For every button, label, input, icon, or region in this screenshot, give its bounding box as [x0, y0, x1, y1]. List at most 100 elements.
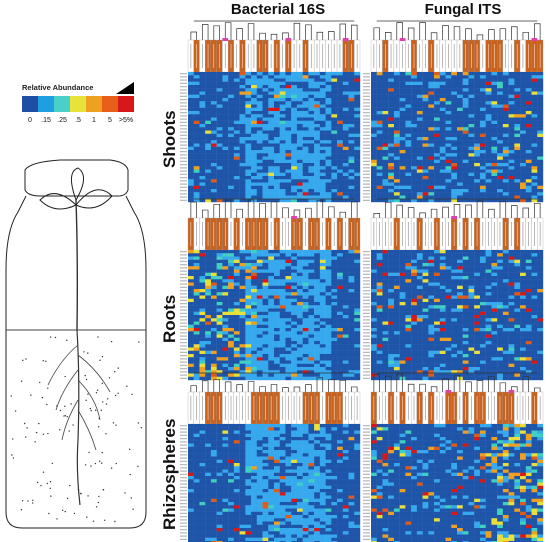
heatmap-cell: [296, 137, 303, 141]
heatmap-cell: [354, 127, 361, 131]
heatmap-cell: [251, 289, 257, 293]
heatmap-cell: [337, 111, 343, 115]
heatmap-cell: [268, 156, 275, 160]
heatmap-cell: [485, 88, 492, 92]
heatmap-cell: [445, 104, 452, 108]
heatmap-cell: [537, 253, 544, 257]
heatmap-cell: [193, 166, 200, 170]
heatmap-cell: [485, 259, 492, 264]
heatmap-cell: [251, 98, 257, 102]
heatmap-cell: [233, 308, 240, 312]
heatmap-cell: [188, 107, 194, 112]
heatmap-cell: [337, 127, 343, 131]
heatmap-cell: [256, 153, 263, 157]
heatmap-cell: [291, 140, 298, 144]
heatmap-cell: [520, 259, 526, 264]
heatmap-cell: [233, 176, 240, 180]
heatmap-cell: [337, 376, 343, 381]
heatmap-cell: [399, 321, 406, 325]
heatmap-cell: [251, 195, 257, 199]
heatmap-cell: [337, 318, 343, 322]
heatmap-cell: [222, 331, 229, 335]
heatmap-cell: [445, 302, 452, 306]
heatmap-cell: [354, 259, 361, 264]
heatmap-cell: [331, 198, 338, 203]
heatmap-cell: [428, 318, 435, 322]
heatmap-cell: [525, 269, 532, 273]
heatmap-cell: [239, 266, 246, 270]
heatmap-cell: [479, 182, 486, 186]
heatmap-cell: [325, 176, 332, 180]
heatmap-cell: [337, 163, 343, 167]
heatmap-cell: [205, 169, 212, 173]
heatmap-cell: [308, 94, 315, 99]
heatmap-cell: [199, 324, 206, 329]
heatmap-cell: [491, 308, 498, 312]
heatmap-cell: [331, 308, 338, 312]
heatmap-cell: [416, 176, 423, 180]
legend-wedge: [116, 82, 134, 94]
heatmap-cell: [520, 114, 526, 118]
heatmap-cell: [199, 85, 206, 89]
heatmap-cell: [502, 282, 509, 286]
heatmap-cell: [405, 133, 412, 138]
heatmap-cell: [371, 137, 377, 141]
heatmap-cell: [319, 182, 326, 186]
heatmap-cell: [451, 198, 458, 203]
heatmap-cell: [457, 72, 463, 76]
heatmap-cell: [302, 114, 309, 118]
heatmap-cell: [462, 159, 469, 164]
heatmap-cell: [520, 72, 526, 76]
heatmap-cell: [268, 130, 275, 134]
heatmap-cell: [462, 198, 469, 203]
heatmap-cell: [508, 117, 515, 121]
heatmap-cell: [251, 315, 257, 319]
heatmap-cell: [262, 137, 269, 141]
heatmap-cell: [474, 279, 481, 283]
heatmap-cell: [474, 263, 481, 267]
heatmap-cell: [233, 185, 240, 190]
heatmap-cell: [422, 179, 429, 183]
heatmap-cell: [411, 81, 418, 86]
heatmap-cell: [302, 163, 309, 167]
heatmap-cell: [462, 140, 469, 144]
row-label-stub: [180, 322, 187, 324]
heatmap-cell: [468, 266, 475, 270]
soil-dot: [87, 352, 89, 354]
heatmap-cell: [239, 91, 246, 95]
heatmap-cell: [416, 130, 423, 134]
heatmap-cell: [296, 331, 303, 335]
heatmap-cell: [205, 370, 212, 374]
heatmap-cell: [331, 337, 338, 342]
heatmap-cell: [188, 88, 194, 92]
heatmap-cell: [268, 127, 275, 131]
heatmap-cell: [342, 318, 349, 322]
heatmap-cell: [468, 120, 475, 125]
heatmap-cell: [199, 376, 206, 381]
heatmap-cell: [239, 85, 246, 89]
heatmap-cell: [474, 137, 481, 141]
heatmap-cell: [228, 98, 235, 102]
heatmap-cell: [256, 282, 263, 286]
heatmap-cell: [468, 331, 475, 335]
heatmap-cell: [188, 305, 194, 309]
heatmap-cell: [399, 98, 406, 102]
heatmap-cell: [205, 189, 212, 193]
heatmap-cell: [382, 276, 389, 280]
heatmap-cell: [428, 124, 435, 128]
heatmap-cell: [291, 75, 298, 79]
heatmap-cell: [491, 172, 498, 177]
heatmap-cell: [296, 321, 303, 325]
heatmap-cell: [210, 263, 217, 267]
heatmap-cell: [233, 363, 240, 368]
heatmap-cell: [445, 305, 452, 309]
heatmap-cell: [537, 85, 544, 89]
heatmap-cell: [302, 72, 309, 76]
heatmap-cell: [314, 101, 321, 105]
heatmap-cell: [457, 91, 463, 95]
heatmap-cell: [376, 146, 383, 151]
heatmap-cell: [308, 156, 315, 160]
heatmap-cell: [314, 308, 321, 312]
heatmap-cell: [416, 269, 423, 273]
heatmap-cell: [222, 324, 229, 329]
